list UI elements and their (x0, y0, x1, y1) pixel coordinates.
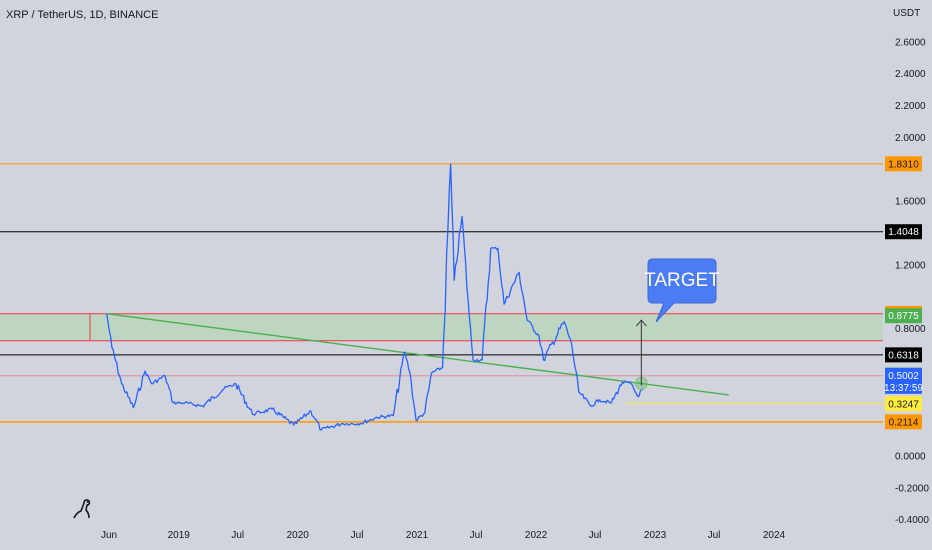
price-tag-1.4048[interactable] (885, 224, 922, 240)
price-tag-label: 0.3247 (888, 399, 919, 410)
time-axis-tick-label: 2023 (644, 530, 667, 541)
time-axis-tick-label: Jul (470, 530, 483, 541)
time-axis-ticks[interactable]: Jun 2019 Jul 2020 Jul 2021 Jul 2022 Jul 2023 Jul 20… (101, 530, 786, 541)
price-axis-tick-label: 2.0000 (895, 133, 926, 144)
time-axis-tick-label: Jul (589, 530, 602, 541)
tradingview-logo-icon (73, 499, 91, 519)
price-tag-label: 0.8775 (888, 311, 919, 322)
price-axis-panel[interactable] (883, 0, 932, 520)
time-axis-tick-label: 2021 (406, 530, 429, 541)
price-tag-label: 0.6318 (888, 350, 919, 361)
countdown-timer: 13:37:59 (884, 383, 923, 394)
price-tags-layer: 1.83101.40480.89160.87750.63180.50430.50… (884, 156, 923, 430)
price-tag-0.8775[interactable] (885, 308, 922, 324)
price-tag-0.3247[interactable] (885, 396, 922, 412)
symbol-title[interactable]: XRP / TetherUS, 1D, BINANCE (6, 9, 159, 21)
price-tag-0.2114[interactable] (885, 414, 922, 430)
price-axis-tick-label: 2.6000 (895, 37, 926, 48)
price-axis-tick-label: 2.2000 (895, 101, 926, 112)
price-axis-tick-label: 2.4000 (895, 69, 926, 80)
target-arrowhead (635, 319, 647, 327)
price-tag-label: 1.4048 (888, 227, 919, 238)
time-axis-tick-label: Jun (101, 530, 117, 541)
time-axis-tick-label: Jul (708, 530, 721, 541)
time-axis-tick-label: Jul (351, 530, 364, 541)
time-axis-tick-label: 2020 (287, 530, 310, 541)
time-axis-tick-label: 2024 (763, 530, 786, 541)
time-axis-tick-label: 2022 (525, 530, 548, 541)
price-axis-tick-label: -0.4000 (895, 515, 929, 526)
price-tag-label: 1.8310 (888, 159, 919, 170)
annotation-layer: TARGET (634, 258, 720, 390)
price-tag-label: 0.5002 (888, 371, 919, 382)
price-axis-ticks: 2.6000 2.4000 2.2000 2.0000 1.6000 1.2000 0.80… (895, 37, 929, 526)
price-axis-tick-label: 1.6000 (895, 197, 926, 208)
price-axis-tick-label: 1.2000 (895, 260, 926, 271)
price-axis-unit: USDT (893, 8, 920, 19)
xrp-price-line[interactable] (106, 163, 644, 431)
target-callout-text: TARGET (644, 270, 720, 291)
price-axis-tick-label: 0.8000 (895, 324, 926, 335)
time-axis-tick-label: Jul (231, 530, 244, 541)
time-axis-tick-label: 2019 (168, 530, 191, 541)
price-axis-tick-label: -0.2000 (895, 483, 929, 494)
resistance-zone (0, 313, 883, 341)
price-tag-0.5002[interactable] (885, 367, 922, 394)
price-tag-label: 0.2114 (889, 417, 919, 428)
price-tag-0.6318[interactable] (885, 347, 922, 363)
price-series-layer (106, 163, 644, 431)
target-callout-bubble[interactable] (647, 258, 717, 323)
price-tag-1.8310[interactable] (885, 156, 922, 172)
resistance-zone-layer (0, 313, 883, 342)
price-axis-tick-label: 0.0000 (895, 452, 926, 463)
